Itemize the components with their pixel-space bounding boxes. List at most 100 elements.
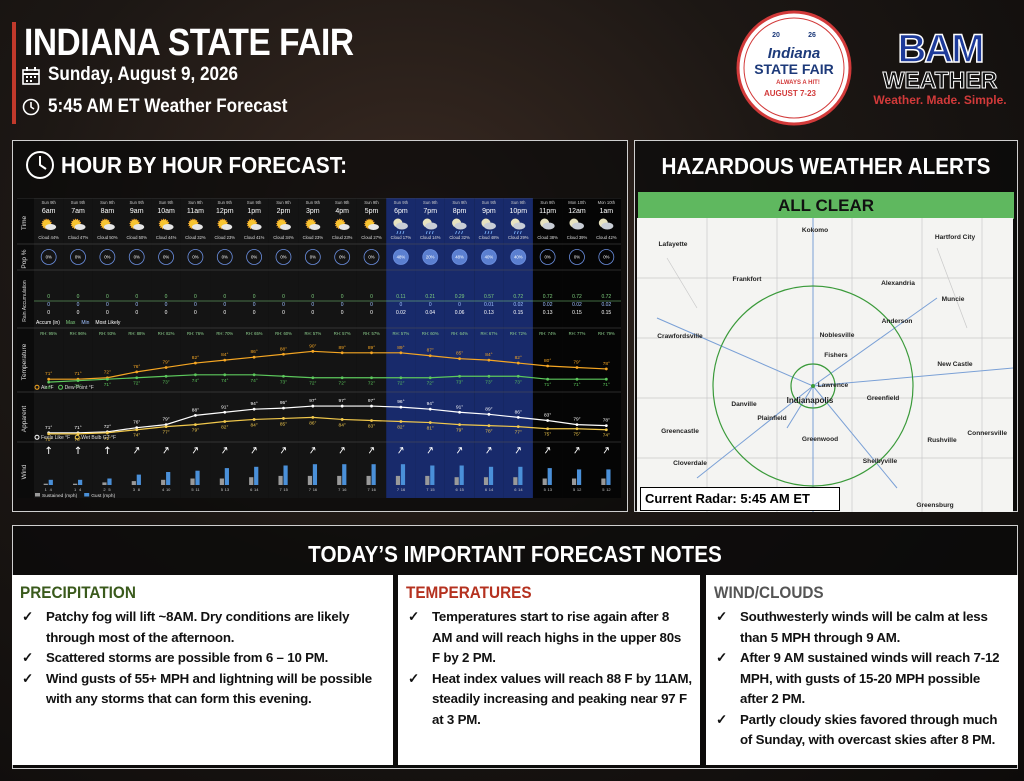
wind-arrow — [46, 446, 51, 454]
sustained-bar — [219, 478, 224, 485]
gust-label: 12 — [577, 487, 582, 492]
cloud-icon — [45, 224, 57, 230]
day-label: Sun 9th — [276, 200, 291, 205]
gust-label: 13 — [547, 487, 552, 492]
pop-circle — [598, 249, 615, 265]
cloud-label: Cloud 50% — [97, 235, 118, 240]
wetbulb-label: 77° — [162, 430, 169, 436]
rain-max: 0 — [282, 294, 285, 300]
feels-point — [487, 412, 491, 416]
hour-label: 7am — [71, 208, 85, 215]
rain-icon — [425, 230, 434, 235]
radar-caption: Current Radar: 5:45 AM ET — [640, 487, 840, 511]
rain-max: 0.72 — [572, 294, 582, 300]
sustained-label: 4 — [162, 487, 165, 492]
air-point — [428, 354, 432, 358]
rain-min: 0.02 — [601, 302, 611, 308]
note-heading: PRECIPITATION — [20, 583, 136, 602]
cloud-label: Cloud 17% — [391, 235, 412, 240]
sustained-label: 7 — [338, 487, 341, 492]
cloud-icon — [103, 224, 115, 230]
note-item: Scattered storms are possible from 6 – 1… — [20, 648, 385, 669]
city-label: Greenfield — [867, 395, 900, 402]
feels-label: 91° — [221, 404, 228, 410]
legend-label: Wet Bulb GT °F — [81, 435, 116, 441]
gust-bar — [195, 470, 200, 485]
dew-label: 73° — [162, 379, 169, 385]
day-label: Sun 9th — [423, 200, 438, 205]
wetbulb-label: 75° — [544, 432, 551, 438]
air-label: 84° — [221, 352, 228, 358]
air-point — [223, 358, 227, 362]
wetbulb-line — [48, 416, 607, 435]
row-label: Wind — [21, 464, 28, 479]
sustained-label: 7 — [426, 487, 429, 492]
rain-min: 0.01 — [484, 302, 494, 308]
dew-point — [516, 374, 520, 378]
cloud-label: Cloud 50% — [126, 235, 147, 240]
fair-logo: 20 26 Indiana STATE FAIR ALWAYS A HIT! A… — [736, 10, 852, 126]
rain-max: 0.11 — [396, 294, 406, 300]
column-bg — [562, 198, 592, 498]
hour-label: 8am — [101, 208, 115, 215]
note-item: Patchy fog will lift ~8AM. Dry condition… — [20, 607, 385, 648]
feels-point — [575, 423, 579, 426]
wetbulb-point — [105, 431, 109, 435]
air-label: 82° — [515, 355, 522, 361]
city-label: Fishers — [824, 352, 848, 359]
rh-label: RH: 60% — [422, 331, 439, 336]
rh-label: RH: 57% — [392, 331, 409, 336]
air-label: 89° — [397, 345, 404, 351]
dew-point — [370, 376, 373, 380]
rain-likely: 0.04 — [425, 310, 435, 316]
gust-label: 15 — [283, 487, 288, 492]
feels-point — [135, 426, 139, 430]
wetbulb-label: 70° — [45, 437, 52, 443]
rain-min: 0 — [282, 302, 285, 308]
dew-point — [252, 373, 256, 377]
cloud-icon — [338, 224, 350, 230]
dew-point — [223, 373, 227, 377]
legend-swatch — [74, 434, 80, 440]
rh-label: RH: 88% — [128, 331, 145, 336]
column-bg — [474, 198, 504, 498]
sustained-bar — [337, 475, 342, 485]
rh-label: RH: 57% — [363, 331, 380, 336]
air-point — [575, 366, 579, 369]
rh-label: RH: 76% — [187, 331, 204, 336]
pop-label: 0% — [222, 255, 228, 260]
air-label: 78° — [603, 361, 610, 367]
note-item: Heat index values will reach 88 F by 11A… — [406, 669, 692, 731]
feels-label: 71° — [45, 425, 52, 431]
hour-label: 5pm — [365, 208, 379, 215]
cloud-icon — [513, 222, 526, 230]
cloud-icon — [454, 222, 467, 230]
air-label: 88° — [280, 346, 287, 352]
air-label: 89° — [339, 345, 346, 351]
dew-label: 74° — [250, 378, 257, 384]
wetbulb-point — [76, 432, 80, 436]
day-label: Sun 9th — [540, 200, 555, 205]
dew-label: 72° — [309, 381, 316, 387]
cloud-icon — [425, 222, 438, 230]
gust-bar — [518, 466, 523, 485]
calendar-icon — [22, 67, 40, 85]
air-point — [252, 355, 256, 359]
forecast-time: 5:45 AM ET Weather Forecast — [48, 96, 288, 117]
rain-likely: 0 — [106, 310, 109, 316]
date: Sunday, August 9, 2026 — [48, 64, 239, 85]
row-label: Time — [21, 216, 28, 231]
rain-min: 0 — [311, 302, 314, 308]
feels-label: 89° — [485, 406, 492, 412]
wetbulb-point — [252, 418, 256, 421]
pop-label: 0% — [310, 255, 316, 260]
pop-label: 0% — [603, 255, 609, 260]
feels-point — [252, 407, 256, 411]
dew-point — [76, 379, 80, 383]
note-item: Southwesterly winds will be calm at less… — [714, 607, 1010, 648]
gust-bar — [430, 465, 435, 485]
note-heading: TEMPERATURES — [406, 583, 532, 602]
city-label: Indianapolis — [787, 396, 834, 405]
dew-point — [458, 374, 461, 378]
